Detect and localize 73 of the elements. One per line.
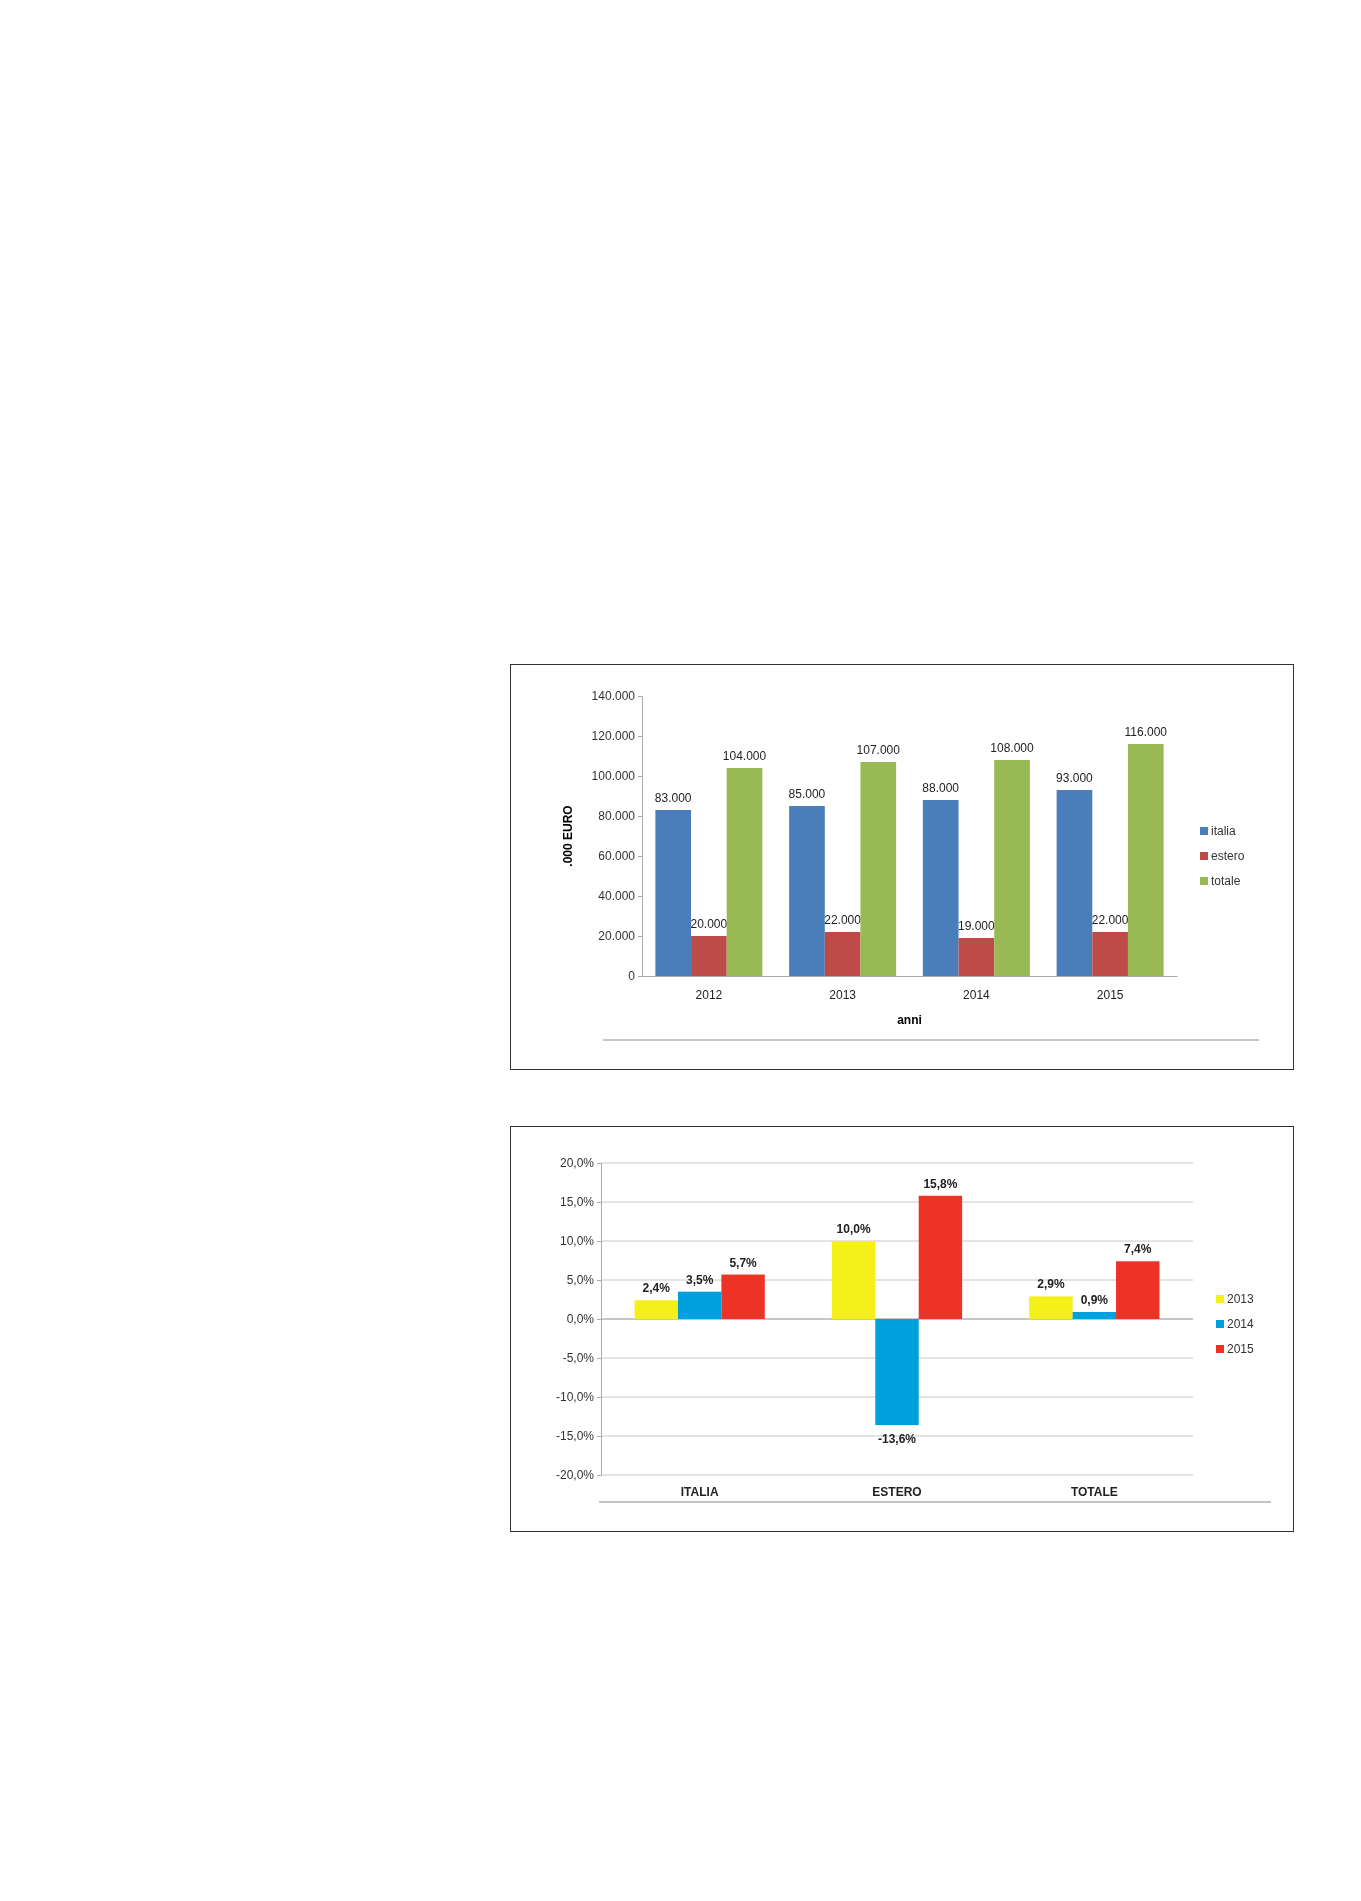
x-tick-label: 2013 — [829, 987, 857, 1002]
y-tick-label: 10,0% — [559, 1234, 595, 1249]
bar — [677, 1291, 722, 1319]
y-tick-label: 0,0% — [566, 1312, 595, 1327]
data-label: 5,7% — [729, 1255, 758, 1270]
x-tick-label: 2012 — [695, 987, 723, 1002]
y-axis-title: .000 EURO — [561, 805, 575, 867]
y-tick-label: 140.000 — [591, 689, 636, 704]
y-tick-label: -20,0% — [555, 1468, 595, 1483]
legend-label: estero — [1211, 849, 1245, 863]
legend-label: 2015 — [1227, 1342, 1255, 1356]
data-label: 88.000 — [922, 781, 960, 795]
y-tick-label: -15,0% — [555, 1429, 595, 1444]
bar — [918, 1195, 963, 1319]
data-label: 2,9% — [1037, 1277, 1065, 1292]
bar — [691, 936, 727, 976]
data-label: 93.000 — [1056, 771, 1094, 785]
y-tick-label: 60.000 — [598, 849, 636, 864]
x-axis-title: anni — [897, 1013, 922, 1027]
bar — [726, 768, 763, 976]
data-label: 3,5% — [685, 1272, 714, 1287]
data-label: 22.000 — [1091, 913, 1129, 927]
bar — [1029, 1296, 1073, 1319]
bar — [655, 810, 692, 976]
data-label: 108.000 — [990, 741, 1035, 755]
y-tick-label: -10,0% — [555, 1390, 595, 1405]
data-label: 0,9% — [1080, 1292, 1109, 1307]
y-tick-label: 5,0% — [566, 1273, 595, 1288]
bar — [958, 938, 995, 976]
y-tick-label: 20.000 — [598, 929, 636, 944]
y-tick-label: 20,0% — [559, 1156, 595, 1171]
x-tick-label: ITALIA — [680, 1484, 719, 1499]
legend-label: 2014 — [1227, 1317, 1255, 1331]
y-tick-label: 80.000 — [598, 809, 636, 824]
bar — [1056, 790, 1093, 976]
bar — [824, 932, 861, 976]
legend-label: italia — [1211, 824, 1237, 838]
y-tick-label: 100.000 — [591, 769, 636, 784]
y-tick-label: 40.000 — [598, 889, 636, 904]
bar — [994, 760, 1030, 976]
bar — [860, 762, 897, 976]
data-label: 15,8% — [923, 1176, 958, 1191]
x-tick-label: 2014 — [963, 987, 991, 1002]
data-label: 104.000 — [722, 749, 767, 763]
legend-label: 2013 — [1227, 1292, 1255, 1306]
data-label: 10,0% — [836, 1222, 871, 1236]
data-label: 107.000 — [856, 743, 901, 757]
bar — [634, 1300, 678, 1319]
bar — [721, 1274, 765, 1319]
bar — [831, 1241, 876, 1319]
bar — [1127, 744, 1164, 976]
y-tick-label: 120.000 — [591, 729, 636, 744]
bar — [1116, 1261, 1160, 1319]
bar — [1072, 1311, 1117, 1319]
bar — [1092, 932, 1128, 976]
data-label: 85.000 — [788, 787, 826, 801]
bar — [922, 800, 959, 976]
data-label: 7,4% — [1124, 1242, 1152, 1257]
data-label: 83.000 — [654, 791, 692, 805]
data-label: 2,4% — [642, 1281, 671, 1296]
data-label: 20.000 — [690, 917, 728, 931]
legend-label: totale — [1211, 874, 1241, 888]
data-label: 22.000 — [824, 913, 862, 927]
x-tick-label: TOTALE — [1070, 1484, 1118, 1499]
y-tick-label: 15,0% — [559, 1195, 595, 1210]
bar — [875, 1319, 919, 1426]
data-label: 116.000 — [1124, 725, 1168, 739]
data-label: -13,6% — [877, 1432, 917, 1447]
x-tick-label: 2015 — [1096, 987, 1124, 1002]
bar — [789, 806, 825, 976]
y-tick-label: 0 — [628, 969, 636, 984]
x-tick-label: ESTERO — [872, 1484, 922, 1499]
y-tick-label: -5,0% — [562, 1351, 595, 1366]
